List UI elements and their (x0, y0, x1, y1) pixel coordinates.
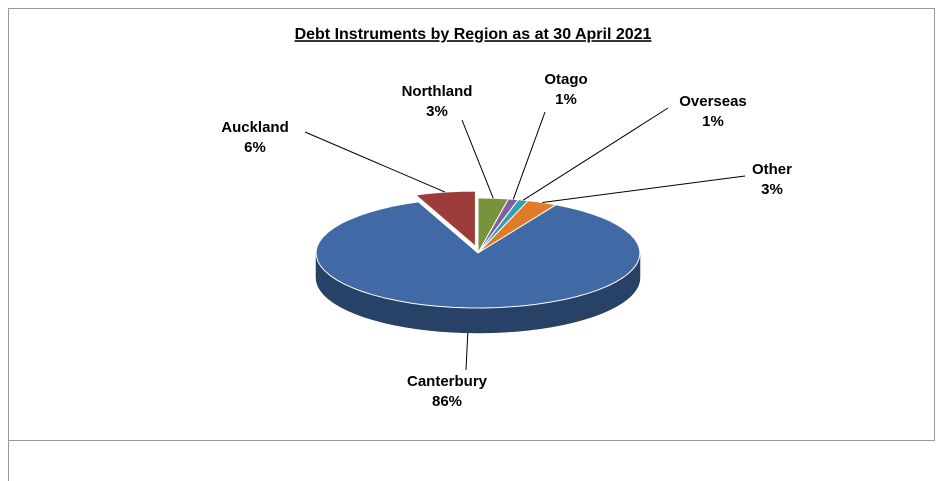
leader-line (465, 332, 469, 371)
chart-title: Debt Instruments by Region as at 30 Apri… (295, 26, 652, 43)
slice-value-label: 6% (244, 139, 266, 156)
slice-label: Other (752, 161, 792, 178)
leader-line (512, 111, 546, 200)
slice-label: Canterbury (407, 373, 488, 390)
slice-label: Auckland (221, 119, 289, 136)
chart-frame (8, 8, 935, 441)
labels: Northland 3% Otago 1% Overseas 1% Other 3% Cante… (221, 71, 792, 410)
slice-label: Overseas (679, 93, 747, 110)
leader-line (542, 175, 746, 203)
slice-value-label: 3% (761, 181, 783, 198)
pie-slice (315, 201, 641, 309)
leader-line (461, 119, 494, 199)
leader-line (304, 131, 446, 193)
slice-label: Otago (544, 71, 587, 88)
slice-value-label: 1% (555, 91, 577, 108)
slice-value-label: 86% (432, 393, 462, 410)
slice-value-label: 3% (426, 103, 448, 120)
slice-value-label: 1% (702, 113, 724, 130)
pie-tops (315, 190, 641, 309)
slice-label: Northland (402, 83, 473, 100)
leader-line (522, 107, 669, 201)
